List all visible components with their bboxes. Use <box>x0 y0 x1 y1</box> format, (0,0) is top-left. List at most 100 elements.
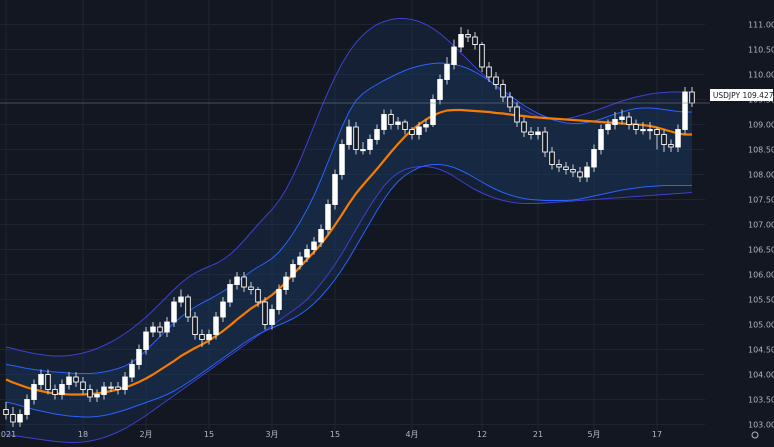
candle-24[interactable] <box>171 297 177 327</box>
candle-59[interactable] <box>416 122 422 140</box>
candle-78[interactable] <box>549 147 555 170</box>
candle-33[interactable] <box>234 272 240 290</box>
candle-26[interactable] <box>185 294 191 323</box>
candle-79[interactable] <box>556 159 562 173</box>
candle-96[interactable] <box>675 124 681 153</box>
candle-28[interactable] <box>199 329 205 348</box>
candle-58[interactable] <box>409 127 415 140</box>
candle-84[interactable] <box>591 144 597 173</box>
candle-90[interactable] <box>633 119 639 135</box>
candle-1[interactable] <box>10 407 16 427</box>
candle-60[interactable] <box>423 119 429 133</box>
candle-3[interactable] <box>24 394 30 420</box>
candle-37[interactable] <box>262 297 268 330</box>
candle-49[interactable] <box>346 119 352 150</box>
candle-77[interactable] <box>542 127 548 157</box>
candle-13[interactable] <box>94 389 100 403</box>
candle-42[interactable] <box>297 252 303 270</box>
candle-66[interactable] <box>465 29 471 43</box>
candle-48[interactable] <box>339 139 345 180</box>
candle-51[interactable] <box>360 142 366 155</box>
gear-icon[interactable] <box>751 431 759 439</box>
candle-53[interactable] <box>374 124 380 145</box>
candle-46[interactable] <box>325 199 331 235</box>
candle-93[interactable] <box>654 127 660 150</box>
candle-21[interactable] <box>150 322 156 337</box>
candle-86[interactable] <box>605 119 611 135</box>
candle-71[interactable] <box>500 79 506 103</box>
candle-61[interactable] <box>430 94 436 128</box>
candle-89[interactable] <box>626 112 632 130</box>
candle-10[interactable] <box>73 372 79 387</box>
candle-38[interactable] <box>269 304 275 330</box>
candle-36[interactable] <box>255 287 261 307</box>
candle-18[interactable] <box>129 359 135 383</box>
candle-7[interactable] <box>52 384 58 400</box>
candle-62[interactable] <box>437 74 443 105</box>
candlesticks[interactable] <box>3 27 695 428</box>
candle-4[interactable] <box>31 379 37 405</box>
candle-67[interactable] <box>472 32 478 50</box>
candle-9[interactable] <box>66 372 72 390</box>
candle-82[interactable] <box>577 167 583 182</box>
candle-65[interactable] <box>458 27 464 52</box>
candle-76[interactable] <box>535 127 541 140</box>
candle-47[interactable] <box>332 169 338 210</box>
candle-40[interactable] <box>283 272 289 295</box>
candle-22[interactable] <box>157 322 163 337</box>
candle-23[interactable] <box>164 317 170 337</box>
candle-52[interactable] <box>367 134 373 155</box>
candle-27[interactable] <box>192 312 198 340</box>
candle-63[interactable] <box>444 57 450 85</box>
candle-95[interactable] <box>668 139 674 153</box>
candle-56[interactable] <box>395 117 401 130</box>
candle-87[interactable] <box>612 112 618 130</box>
candle-17[interactable] <box>122 372 128 395</box>
candle-19[interactable] <box>136 344 142 370</box>
candle-44[interactable] <box>311 237 317 255</box>
candle-64[interactable] <box>451 39 457 70</box>
candle-74[interactable] <box>521 117 527 137</box>
candle-20[interactable] <box>143 327 149 355</box>
candle-30[interactable] <box>213 312 219 340</box>
candle-12[interactable] <box>87 384 93 403</box>
candle-35[interactable] <box>248 282 254 295</box>
candle-14[interactable] <box>101 382 107 400</box>
candle-0[interactable] <box>3 402 9 420</box>
candle-88[interactable] <box>619 109 625 125</box>
candle-55[interactable] <box>388 109 394 130</box>
candle-73[interactable] <box>514 102 520 127</box>
candle-68[interactable] <box>479 42 485 72</box>
candle-75[interactable] <box>528 127 534 140</box>
time-axis[interactable]: 2021 18 2月 15 3月 15 4月 12 21 5月 17 <box>0 430 662 439</box>
candle-83[interactable] <box>584 162 590 182</box>
candle-80[interactable] <box>563 162 569 175</box>
candle-54[interactable] <box>381 109 387 135</box>
candle-34[interactable] <box>241 272 247 292</box>
candle-92[interactable] <box>647 122 653 140</box>
candle-32[interactable] <box>227 279 233 308</box>
candle-91[interactable] <box>640 122 646 135</box>
candle-43[interactable] <box>304 244 310 263</box>
settings-gear-icon[interactable] <box>751 431 759 439</box>
candle-81[interactable] <box>570 164 576 178</box>
candle-57[interactable] <box>402 119 408 135</box>
candle-45[interactable] <box>318 224 324 248</box>
candle-11[interactable] <box>80 377 86 395</box>
candle-94[interactable] <box>661 129 667 153</box>
candle-6[interactable] <box>45 369 51 395</box>
candle-39[interactable] <box>276 284 282 315</box>
candle-8[interactable] <box>59 379 65 400</box>
candle-25[interactable] <box>178 289 184 308</box>
candle-5[interactable] <box>38 369 44 390</box>
candle-29[interactable] <box>206 329 212 345</box>
candle-2[interactable] <box>17 409 23 428</box>
candle-15[interactable] <box>108 382 114 392</box>
candle-72[interactable] <box>507 92 513 112</box>
candle-31[interactable] <box>220 297 226 322</box>
candle-70[interactable] <box>493 72 499 90</box>
candle-16[interactable] <box>115 382 121 395</box>
candle-85[interactable] <box>598 124 604 155</box>
